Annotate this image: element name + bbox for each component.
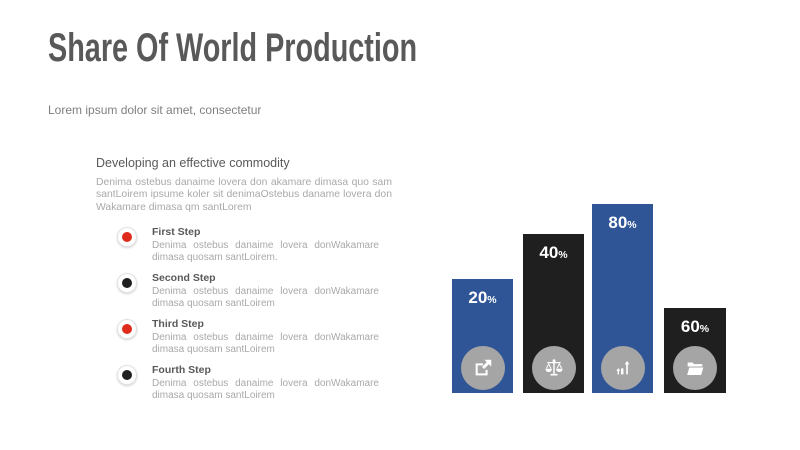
list-item: First Step Denima ostebus danaime lovera… xyxy=(117,226,379,264)
steps-list: First Step Denima ostebus danaime lovera… xyxy=(117,226,379,410)
list-item: Third Step Denima ostebus danaime lovera… xyxy=(117,318,379,356)
list-item: Fourth Step Denima ostebus danaime lover… xyxy=(117,364,379,402)
bar-value-label: 40% xyxy=(539,243,568,262)
list-item: Second Step Denima ostebus danaime lover… xyxy=(117,272,379,310)
step-label: Second Step xyxy=(152,272,216,284)
bar-value-label: 20% xyxy=(468,288,497,307)
step-label: Third Step xyxy=(152,318,204,330)
section-paragraph: Denima ostebus danaime lovera don akamar… xyxy=(96,177,392,213)
chart-bar: 60% xyxy=(664,308,726,393)
bar-icon-circle xyxy=(460,346,505,390)
step-description: Denima ostebus danaime lovera donWakamar… xyxy=(152,332,379,355)
step-bullet xyxy=(117,365,137,385)
balance-scale-icon xyxy=(544,359,563,376)
bar-icon-circle xyxy=(531,346,576,390)
growth-chart-icon xyxy=(615,360,629,375)
black-dot-icon xyxy=(122,370,132,380)
step-description: Denima ostebus danaime lovera donWakamar… xyxy=(152,240,379,263)
step-label: First Step xyxy=(152,226,201,238)
red-dot-icon xyxy=(122,324,132,334)
folder-icon xyxy=(687,362,704,375)
step-bullet xyxy=(117,273,137,293)
page-title: Share Of World Production xyxy=(48,26,418,70)
bar-icon-circle xyxy=(673,346,717,390)
share-icon xyxy=(475,359,491,376)
bar-icon-circle xyxy=(600,346,645,390)
bar-value-label: 80% xyxy=(608,213,637,232)
step-description: Denima ostebus danaime lovera donWakamar… xyxy=(152,378,379,401)
slide-subtitle: Lorem ipsum dolor sit amet, consectetur xyxy=(48,103,262,117)
section-heading: Developing an effective commodity xyxy=(96,156,290,170)
step-label: Fourth Step xyxy=(152,364,211,376)
chart-bar: 20% xyxy=(452,279,513,393)
red-dot-icon xyxy=(122,232,132,242)
chart-bar: 80% xyxy=(592,204,653,393)
step-description: Denima ostebus danaime lovera donWakamar… xyxy=(152,286,379,309)
bar-value-label: 60% xyxy=(680,317,710,336)
step-bullet xyxy=(117,319,137,339)
black-dot-icon xyxy=(122,278,132,288)
step-bullet xyxy=(117,227,137,247)
chart-bar: 40% xyxy=(523,234,584,393)
